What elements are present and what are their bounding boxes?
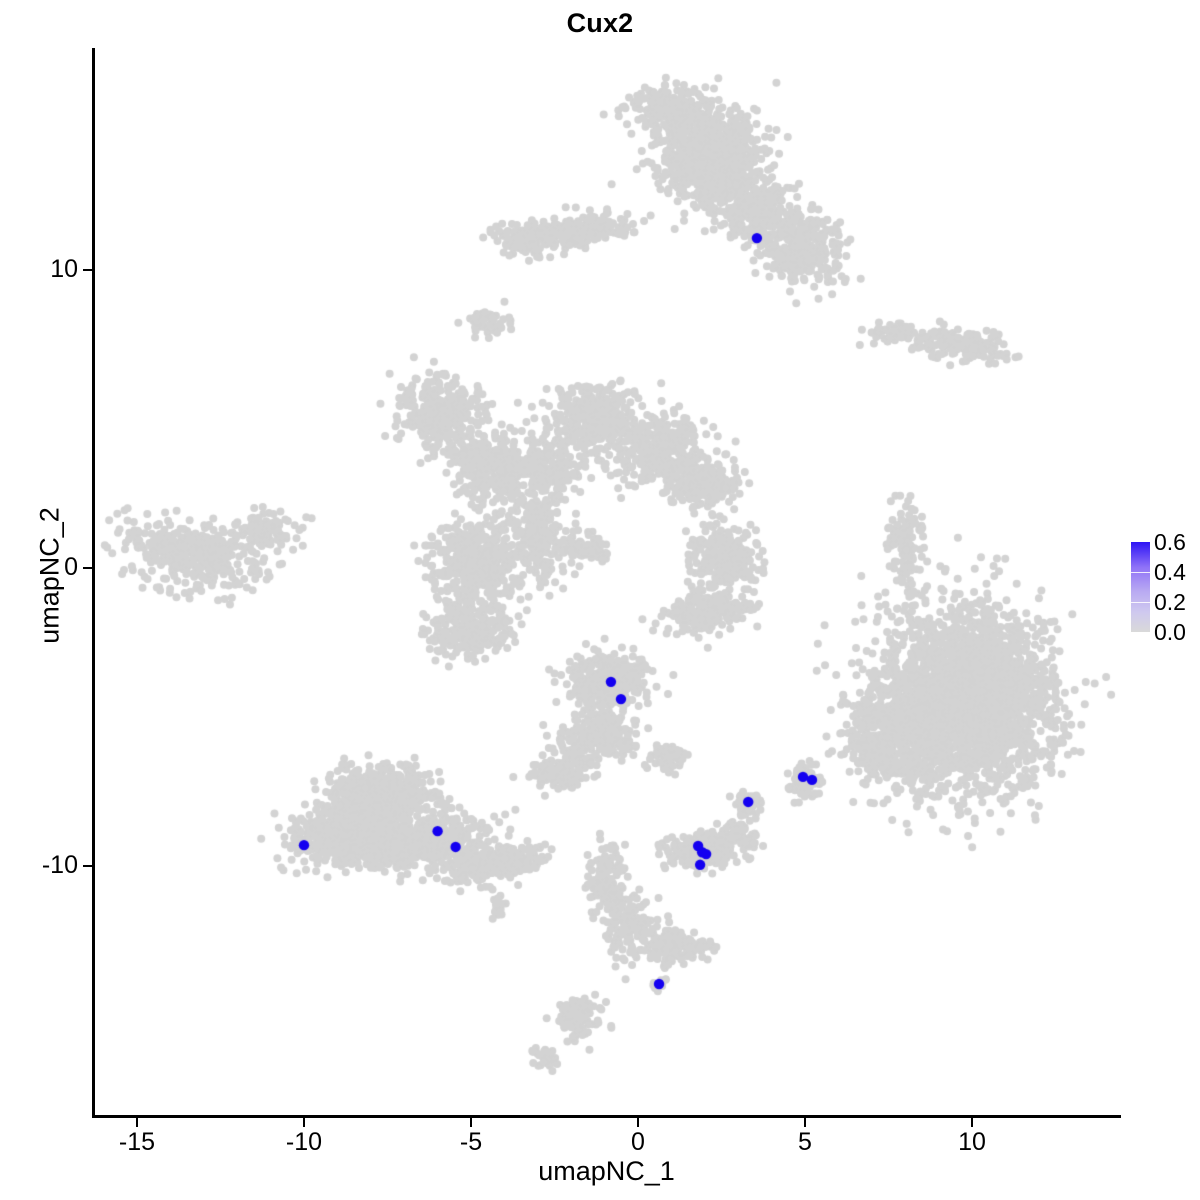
y-axis-line [92, 48, 95, 1118]
y-axis-title: umapNC_2 [34, 507, 65, 644]
x-tick-mark [303, 1118, 305, 1127]
legend-tick-label: 0.6 [1154, 529, 1186, 555]
x-tick-label: 0 [631, 1128, 645, 1156]
y-tick-mark [83, 865, 92, 867]
x-axis-line [92, 1115, 1121, 1118]
y-tick-mark [83, 269, 92, 271]
x-tick-mark [804, 1118, 806, 1127]
legend-tick-label: 0.0 [1154, 619, 1186, 645]
y-tick-label: -10 [41, 851, 78, 879]
x-tick-mark [637, 1118, 639, 1127]
color-legend: 0.6 0.4 0.2 0.0 [1126, 531, 1200, 646]
legend-tick-label: 0.2 [1154, 589, 1186, 615]
x-axis-title: umapNC_1 [538, 1156, 675, 1186]
y-tick-label: 10 [50, 255, 78, 283]
y-tick-mark [83, 567, 92, 569]
x-tick-mark [136, 1118, 138, 1127]
x-tick-label: 5 [798, 1128, 812, 1156]
legend-tick-label: 0.4 [1154, 559, 1186, 585]
x-tick-label: 10 [958, 1128, 986, 1156]
x-tick-mark [470, 1118, 472, 1127]
legend-tick-mark [1131, 572, 1150, 573]
x-tick-label: -15 [118, 1128, 156, 1156]
y-tick-label: 0 [64, 553, 78, 581]
legend-tick-mark [1131, 602, 1150, 603]
x-tick-label: -10 [285, 1128, 323, 1156]
x-tick-mark [971, 1118, 973, 1127]
legend-colorbar [1131, 542, 1150, 632]
x-tick-label: -5 [459, 1128, 483, 1156]
